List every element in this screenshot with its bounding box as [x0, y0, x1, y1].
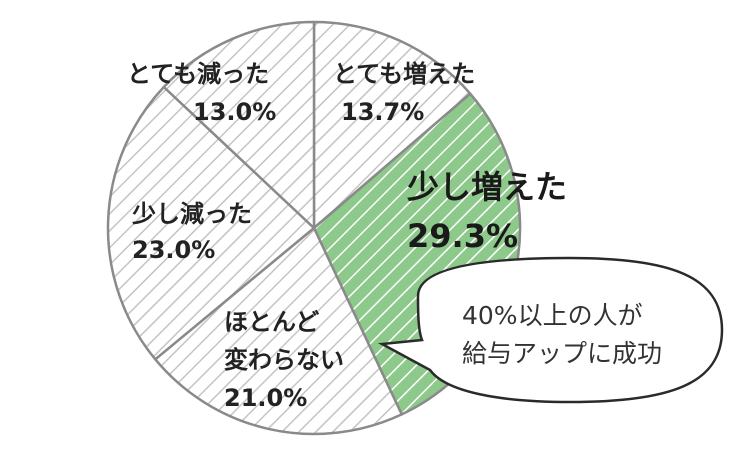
pie-slice-0	[312, 20, 472, 230]
slice-label-hotondo-line1: ほとんど	[224, 308, 319, 336]
slice-label-sukoshi-hetta: 少し減った	[131, 200, 252, 228]
slice-value-totemo-fueta: 13.7%	[341, 98, 424, 126]
slice-label-sukoshi-fueta: 少し増えた	[407, 168, 567, 206]
pie-slice-3	[106, 85, 316, 361]
callout-shape	[377, 256, 724, 404]
slice-label-totemo-fueta: とても増えた	[333, 60, 475, 88]
slice-labels: とても増えた 13.7% 少し増えた 29.3% ほとんど 変わらない 21.0…	[127, 60, 567, 412]
slice-label-hotondo-line2: 変わらない	[224, 346, 344, 374]
slice-label-totemo-hetta: とても減った	[127, 60, 269, 88]
callout-bubble: 40%以上の人が 給与アップに成功	[377, 256, 724, 404]
callout-line2: 給与アップに成功	[462, 339, 662, 368]
slice-value-sukoshi-hetta: 23.0%	[132, 236, 215, 264]
pie-slice-2	[154, 226, 403, 436]
slice-value-sukoshi-fueta: 29.3%	[407, 217, 518, 255]
callout-line1: 40%以上の人が	[462, 301, 643, 330]
pie-slice-4	[162, 20, 316, 230]
slice-value-totemo-hetta: 13.0%	[193, 98, 276, 126]
slice-value-hotondo: 21.0%	[224, 384, 307, 412]
